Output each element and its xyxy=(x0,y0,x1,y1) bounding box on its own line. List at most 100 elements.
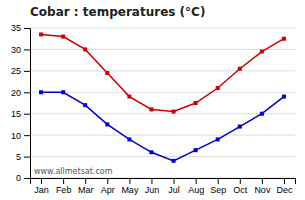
y-tick-mark xyxy=(24,157,30,158)
marker xyxy=(61,90,65,94)
y-tick-label: 35 xyxy=(11,23,21,33)
series xyxy=(39,90,286,163)
x-tick: Jan xyxy=(34,178,49,195)
x-tick: Jul xyxy=(168,178,180,195)
y-tick: 20 xyxy=(11,88,30,98)
x-tick-label: Sep xyxy=(210,185,226,195)
x-axis: Jan Feb Mar Apr May Jun Jul Aug Sep Oct Nov Dec xyxy=(31,178,296,195)
x-tick: May xyxy=(121,178,139,195)
marker xyxy=(83,47,87,51)
x-tick: Dec xyxy=(276,178,293,195)
marker xyxy=(260,112,264,116)
marker xyxy=(105,122,109,126)
x-tick-mark xyxy=(174,178,175,184)
y-tick-label: 5 xyxy=(16,152,21,162)
x-tick-mark xyxy=(218,178,219,184)
grid-line xyxy=(30,135,295,136)
marker xyxy=(238,125,242,129)
y-tick: 10 xyxy=(11,131,30,141)
x-tick-label: Jul xyxy=(168,185,180,195)
grid xyxy=(30,28,295,178)
chart-container: Cobar : temperatures (°C) Jan Feb Mar Apr May… xyxy=(0,0,305,200)
x-tick-mark xyxy=(284,178,285,184)
y-tick-mark xyxy=(24,92,30,93)
marker xyxy=(127,95,131,99)
marker xyxy=(172,159,176,163)
x-tick-mark xyxy=(41,178,42,184)
plot: Jan Feb Mar Apr May Jun Jul Aug Sep Oct Nov Dec 0 5 10… xyxy=(11,23,296,195)
x-tick-mark xyxy=(63,178,64,184)
x-tick-mark xyxy=(240,178,241,184)
x-tick-mark xyxy=(129,178,130,184)
marker xyxy=(172,110,176,114)
x-tick-label: Jun xyxy=(145,185,160,195)
y-tick: 5 xyxy=(16,152,30,162)
grid-line xyxy=(30,49,295,50)
marker xyxy=(149,150,153,154)
y-tick-label: 10 xyxy=(11,131,21,141)
y-tick: 25 xyxy=(11,66,30,76)
x-tick: Apr xyxy=(101,178,115,195)
marks xyxy=(39,32,286,162)
marker xyxy=(282,37,286,41)
x-tick-label: Oct xyxy=(233,185,248,195)
marker xyxy=(39,32,43,36)
marker xyxy=(238,67,242,71)
x-tick-label: Jan xyxy=(34,185,49,195)
y-tick-label: 25 xyxy=(11,66,21,76)
x-tick-mark xyxy=(196,178,197,184)
marker xyxy=(216,137,220,141)
y-tick-label: 0 xyxy=(16,173,21,183)
title: Cobar : temperatures (°C) xyxy=(30,5,205,19)
x-tick-label: Mar xyxy=(78,185,94,195)
axis-line xyxy=(31,179,296,185)
y-tick-label: 30 xyxy=(11,45,21,55)
x-tick-label: Dec xyxy=(276,185,293,195)
y-tick-mark xyxy=(24,49,30,50)
marker xyxy=(149,107,153,111)
y-tick-mark xyxy=(24,178,30,179)
chart: Cobar : temperatures (°C) Jan Feb Mar Apr May… xyxy=(0,0,305,200)
marker xyxy=(216,86,220,90)
x-tick-label: Aug xyxy=(188,185,204,195)
y-axis: 0 5 10 15 20 25 30 35 xyxy=(11,23,31,183)
x-tick: Aug xyxy=(188,178,204,195)
annotation: www.allmetsat.com xyxy=(34,167,113,176)
marker xyxy=(194,101,198,105)
y-tick: 30 xyxy=(11,45,30,55)
marker xyxy=(39,90,43,94)
y-tick-mark xyxy=(24,135,30,136)
marker xyxy=(61,35,65,39)
x-tick-mark xyxy=(262,178,263,184)
series xyxy=(39,32,286,113)
y-tick-label: 20 xyxy=(11,88,21,98)
x-tick: Oct xyxy=(233,178,248,195)
marker xyxy=(282,95,286,99)
grid-line xyxy=(30,70,295,71)
y-tick: 15 xyxy=(11,109,30,119)
x-tick-mark xyxy=(151,178,152,184)
x-tick-label: May xyxy=(121,185,139,195)
x-tick-label: Apr xyxy=(101,185,115,195)
x-tick: Mar xyxy=(78,178,94,195)
x-tick: Nov xyxy=(254,178,271,195)
grid-line xyxy=(30,113,295,114)
y-tick: 0 xyxy=(16,173,30,183)
x-tick: Feb xyxy=(56,178,72,195)
grid-line xyxy=(30,28,295,29)
y-tick-mark xyxy=(24,28,30,29)
marker xyxy=(105,71,109,75)
x-tick-mark xyxy=(107,178,108,184)
y-tick: 35 xyxy=(11,23,30,33)
axis-line xyxy=(24,29,31,179)
x-tick: Jun xyxy=(145,178,160,195)
line xyxy=(41,92,284,161)
x-tick-label: Feb xyxy=(56,185,72,195)
x-tick-label: Nov xyxy=(254,185,271,195)
marker xyxy=(194,148,198,152)
y-tick-label: 15 xyxy=(11,109,21,119)
marker xyxy=(127,137,131,141)
y-tick-mark xyxy=(24,114,30,115)
x-tick: Sep xyxy=(210,178,226,195)
marker xyxy=(260,50,264,54)
